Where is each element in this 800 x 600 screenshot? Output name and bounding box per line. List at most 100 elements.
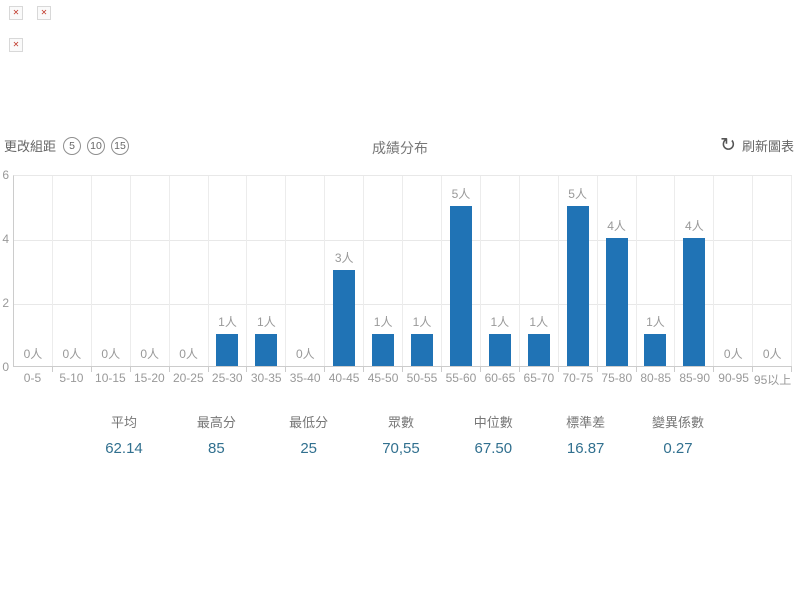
x-axis-label-55-60: 55-60 <box>445 371 477 385</box>
histogram-column-50-55: 1人 <box>403 176 442 372</box>
bar-count-label: 1人 <box>218 315 237 329</box>
bin-width-controls: 更改組距 5 10 15 <box>4 136 130 155</box>
histogram-column-80-85: 1人 <box>637 176 676 372</box>
stat-label: 平均 <box>110 415 137 430</box>
statistics-row: 平均 62.14 最高分 85 最低分 25 眾數 70,55 中位數 67.50 標準差 16.87… <box>95 412 707 457</box>
stat-label: 眾數 <box>387 415 414 430</box>
stat-label: 標準差 <box>566 415 606 430</box>
bar-count-label: 0人 <box>62 347 82 361</box>
bar-count-label: 4人 <box>607 219 626 233</box>
histogram-column-0-5: 0人 <box>14 176 53 372</box>
bar-75-80[interactable] <box>605 238 628 366</box>
histogram-column-35-40: 0人 <box>286 176 326 372</box>
histogram-column-95以上: 0人 <box>753 176 793 372</box>
bar-count-label: 1人 <box>373 315 393 329</box>
bar-count-label: 0人 <box>101 347 121 361</box>
stat-label: 變異係數 <box>651 415 704 430</box>
stat-value: 25 <box>300 440 317 457</box>
bar-count-label: 1人 <box>646 315 665 329</box>
x-axis-label-75-80: 75-80 <box>601 371 633 385</box>
histogram-column-90-95: 0人 <box>714 176 754 372</box>
x-axis-label-0-5: 0-5 <box>23 371 42 385</box>
stat-label: 最低分 <box>289 415 329 430</box>
bin-option-5-button[interactable]: 5 <box>63 136 82 155</box>
stat-value: 85 <box>207 440 225 457</box>
x-axis-label-50-55: 50-55 <box>406 371 438 385</box>
histogram-column-65-70: 1人 <box>520 176 559 372</box>
bar-count-label: 4人 <box>685 219 704 233</box>
histogram-column-85-90: 4人 <box>675 176 715 372</box>
score-distribution-chart: 0人 0人 0人 0人 0人 1人 1人 0人 3人 1人 1人 5人 1人 1人 5人 4人 1人 4人 0人 0人… <box>0 168 800 395</box>
bar-25-30[interactable] <box>216 334 239 366</box>
stat-value: 70,55 <box>382 440 420 457</box>
broken-image-icon: ✕ <box>37 6 51 20</box>
stat-中位數: 中位數 67.50 <box>464 412 522 457</box>
x-axis-label-60-65: 60-65 <box>484 371 516 385</box>
stat-最低分: 最低分 25 <box>280 412 338 457</box>
stat-label: 最高分 <box>196 415 236 430</box>
histogram-column-55-60: 5人 <box>442 176 481 372</box>
bar-count-label: 5人 <box>451 187 471 201</box>
histogram-column-20-25: 0人 <box>170 176 209 372</box>
plot-area: 0人 0人 0人 0人 0人 1人 1人 0人 3人 1人 1人 5人 1人 1人 5人 4人 1人 4人 0人 0人 <box>13 175 793 372</box>
y-axis-tick-4: 4 <box>2 232 9 246</box>
histogram-column-60-65: 1人 <box>481 176 520 372</box>
refresh-chart-button[interactable]: ↻ 刷新圖表 <box>720 136 794 155</box>
bar-count-label: 0人 <box>140 347 160 361</box>
bar-70-75[interactable] <box>566 206 589 366</box>
x-axis-labels: 0-5 5-10 10-15 15-20 20-25 25-30 30-35 35-40 40-… <box>13 371 792 388</box>
refresh-label: 刷新圖表 <box>741 139 794 154</box>
x-axis-label-40-45: 40-45 <box>328 371 360 385</box>
bar-30-35[interactable] <box>255 334 278 366</box>
bin-option-15-button[interactable]: 15 <box>111 136 130 155</box>
stat-label: 中位數 <box>473 415 513 430</box>
x-axis-label-10-15: 10-15 <box>95 371 126 385</box>
bar-count-label: 1人 <box>490 315 510 329</box>
y-axis-tick-2: 2 <box>2 296 9 310</box>
stat-value: 0.27 <box>663 440 693 457</box>
bin-buttons: 5 10 15 <box>63 136 130 155</box>
chart-header: 更改組距 5 10 15 成績分布 ↻ 刷新圖表 <box>0 133 800 163</box>
bar-80-85[interactable] <box>644 334 667 366</box>
histogram-column-75-80: 4人 <box>598 176 637 372</box>
x-axis-label-15-20: 15-20 <box>133 371 165 385</box>
stat-value: 16.87 <box>566 440 605 457</box>
bar-count-label: 0人 <box>762 347 782 361</box>
bar-85-90[interactable] <box>683 238 706 366</box>
y-axis-tick-0: 0 <box>2 360 9 374</box>
x-axis-label-35-40: 35-40 <box>289 371 321 385</box>
stat-變異係數: 變異係數 0.27 <box>649 412 707 457</box>
x-axis-label-85-90: 85-90 <box>679 371 711 385</box>
stat-眾數: 眾數 70,55 <box>372 412 430 457</box>
x-axis-label-25-30: 25-30 <box>211 371 243 385</box>
bar-60-65[interactable] <box>488 334 511 366</box>
bin-option-10-button[interactable]: 10 <box>87 136 106 155</box>
histogram-column-70-75: 5人 <box>559 176 598 372</box>
bar-count-label: 0人 <box>723 347 743 361</box>
histogram-column-40-45: 3人 <box>325 176 365 372</box>
x-axis-label-90-95: 90-95 <box>718 371 749 385</box>
stat-標準差: 標準差 16.87 <box>557 412 615 457</box>
histogram-column-25-30: 1人 <box>209 176 248 372</box>
broken-image-icon: ✕ <box>9 6 23 20</box>
bar-40-45[interactable] <box>333 270 356 366</box>
histogram-column-5-10: 0人 <box>53 176 92 372</box>
x-axis-label-30-35: 30-35 <box>250 371 282 385</box>
bar-count-label: 1人 <box>529 315 549 329</box>
stat-value: 62.14 <box>105 440 143 457</box>
bar-count-label: 1人 <box>412 315 432 329</box>
x-axis-label-20-25: 20-25 <box>172 371 204 385</box>
bar-50-55[interactable] <box>411 334 434 366</box>
bar-count-label: 5人 <box>568 187 587 201</box>
bin-width-label: 更改組距 <box>4 139 57 154</box>
bar-65-70[interactable] <box>527 334 550 366</box>
x-axis-label-80-85: 80-85 <box>640 371 672 385</box>
histogram-column-15-20: 0人 <box>131 176 170 372</box>
x-axis-label-95以上: 95以上 <box>753 373 792 387</box>
bar-45-50[interactable] <box>372 334 395 366</box>
refresh-icon: ↻ <box>720 134 736 156</box>
bar-count-label: 1人 <box>257 315 276 329</box>
x-axis-label-70-75: 70-75 <box>562 371 594 385</box>
histogram-column-45-50: 1人 <box>364 176 404 372</box>
bar-55-60[interactable] <box>449 206 472 366</box>
